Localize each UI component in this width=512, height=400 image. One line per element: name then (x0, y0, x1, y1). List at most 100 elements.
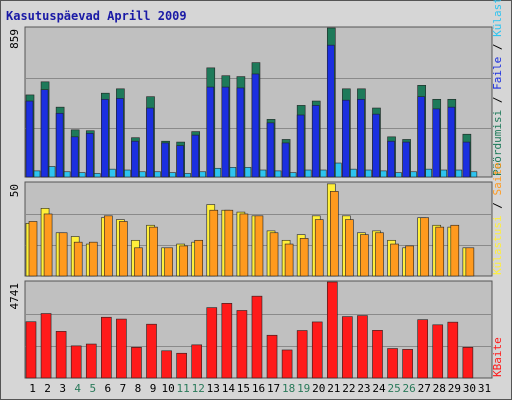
sites-bar-day-24 (375, 232, 384, 277)
x-tick-label-19: 19 (297, 382, 310, 395)
x-tick-label-20: 20 (312, 382, 325, 395)
kbytes-bar-day-19 (296, 330, 308, 379)
x-tick-label-31: 31 (478, 382, 491, 395)
kbytes-bar-day-4 (70, 345, 82, 379)
kbytes-bar-day-1 (25, 321, 37, 379)
pages-bar-day-29 (447, 106, 456, 178)
x-tick-label-18: 18 (282, 382, 295, 395)
kbytes-bar-day-10 (161, 350, 172, 379)
x-tick-label-24: 24 (372, 382, 386, 395)
sites-bar-day-19 (299, 238, 309, 277)
kbytes-bar-day-12 (191, 344, 203, 379)
pages-bar-day-17 (266, 122, 275, 178)
x-tick-label-14: 14 (222, 382, 236, 395)
kbytes-bar-day-15 (236, 310, 248, 379)
pages-bar-day-3 (55, 112, 64, 178)
sites-bar-day-2 (43, 213, 53, 277)
sites-bar-day-18 (284, 243, 294, 277)
x-tick-label-26: 26 (403, 382, 416, 395)
bottom-ymax-label: 4741 (8, 283, 21, 310)
middle-side-legend: Külastusi / Saite (491, 162, 504, 275)
sites-bar-day-8 (134, 247, 143, 277)
kbytes-bar-day-25 (387, 348, 398, 379)
pages-bar-day-11 (176, 145, 184, 178)
kbytes-bar-day-22 (342, 316, 353, 379)
pages-bar-day-26 (402, 141, 410, 178)
top-legend-segment-5: Külastusi (491, 0, 504, 37)
x-tick-label-2: 2 (44, 382, 51, 395)
sites-bar-day-21 (329, 191, 339, 277)
kbytes-bar-day-26 (402, 349, 413, 379)
pages-bar-day-30 (462, 141, 471, 178)
pages-bar-day-24 (372, 113, 380, 178)
kbytes-bar-day-24 (372, 330, 383, 379)
x-tick-label-23: 23 (357, 382, 370, 395)
visits-small-bar-day-3 (63, 171, 71, 178)
kbytes-bar-day-13 (206, 307, 218, 379)
x-tick-label-17: 17 (267, 382, 280, 395)
kbytes-bar-day-16 (251, 295, 263, 379)
visits-small-bar-day-25 (395, 172, 402, 178)
visits-small-bar-day-12 (199, 171, 207, 178)
top-side-legend: Pöördumisi / Faile / Külastusi (491, 0, 504, 176)
sites-bar-day-22 (345, 219, 354, 277)
x-tick-label-4: 4 (74, 382, 81, 395)
pages-bar-day-19 (296, 114, 305, 178)
visits-small-bar-day-18 (289, 172, 297, 178)
pages-bar-day-14 (221, 86, 230, 178)
kbytes-bar-day-30 (462, 347, 474, 379)
pages-bar-day-28 (432, 108, 441, 178)
sites-bar-day-7 (119, 221, 128, 277)
pages-bar-day-23 (357, 98, 365, 178)
visits-small-bar-day-27 (425, 168, 432, 178)
sites-bar-day-13 (209, 209, 219, 277)
pages-bar-day-10 (161, 142, 169, 178)
sites-bar-day-15 (239, 213, 249, 277)
middle-legend-segment-1: Külastusi (491, 215, 504, 275)
x-tick-label-3: 3 (59, 382, 66, 395)
x-tick-label-16: 16 (252, 382, 265, 395)
bottom-legend-segment-1: KBaite (491, 337, 504, 377)
visits-small-bar-day-26 (410, 171, 417, 178)
sites-bar-day-3 (58, 232, 68, 277)
visits-small-bar-day-8 (139, 171, 146, 178)
visits-small-bar-day-22 (350, 168, 357, 178)
visits-small-bar-day-11 (184, 173, 191, 178)
sites-bar-day-23 (360, 234, 369, 277)
kbytes-bar-day-29 (447, 321, 459, 379)
middle-legend-segment-3: Saite (491, 162, 504, 195)
pages-bar-day-22 (342, 99, 350, 178)
x-tick-label-27: 27 (418, 382, 431, 395)
kbytes-bar-day-17 (266, 334, 278, 379)
pages-bar-day-1 (25, 100, 34, 178)
top-legend-segment-2: / (491, 90, 504, 110)
top-legend-segment-1: Pöördumisi (491, 110, 504, 176)
visits-small-bar-day-7 (124, 169, 131, 178)
x-tick-label-29: 29 (448, 382, 461, 395)
visits-small-bar-day-17 (274, 170, 282, 178)
kbytes-bar-day-8 (131, 347, 142, 379)
visits-small-bar-day-5 (93, 173, 101, 178)
x-tick-label-8: 8 (135, 382, 142, 395)
sites-bar-day-16 (254, 215, 264, 277)
chart-title: Kasutuspäevad Aprill 2009 (6, 9, 187, 23)
x-tick-label-30: 30 (463, 382, 476, 395)
visits-small-bar-day-9 (154, 171, 161, 178)
kbytes-bar-day-9 (146, 323, 157, 379)
pages-bar-day-18 (281, 142, 290, 178)
bottom-side-legend: KBaite (491, 337, 504, 377)
x-tick-label-7: 7 (120, 382, 127, 395)
kbytes-bar-day-6 (101, 316, 112, 379)
visits-small-bar-day-15 (244, 167, 252, 178)
sites-bar-day-1 (28, 221, 38, 277)
kbytes-bar-day-11 (176, 352, 187, 379)
pages-bar-day-27 (417, 96, 425, 178)
pages-bar-day-7 (116, 98, 124, 178)
pages-bar-day-9 (146, 107, 154, 178)
sites-bar-day-9 (149, 226, 158, 277)
sites-bar-day-17 (269, 232, 279, 277)
visits-small-bar-day-14 (229, 167, 237, 178)
visits-small-bar-day-21 (334, 162, 342, 178)
visits-small-bar-day-29 (455, 169, 463, 178)
sites-bar-day-5 (88, 241, 98, 277)
